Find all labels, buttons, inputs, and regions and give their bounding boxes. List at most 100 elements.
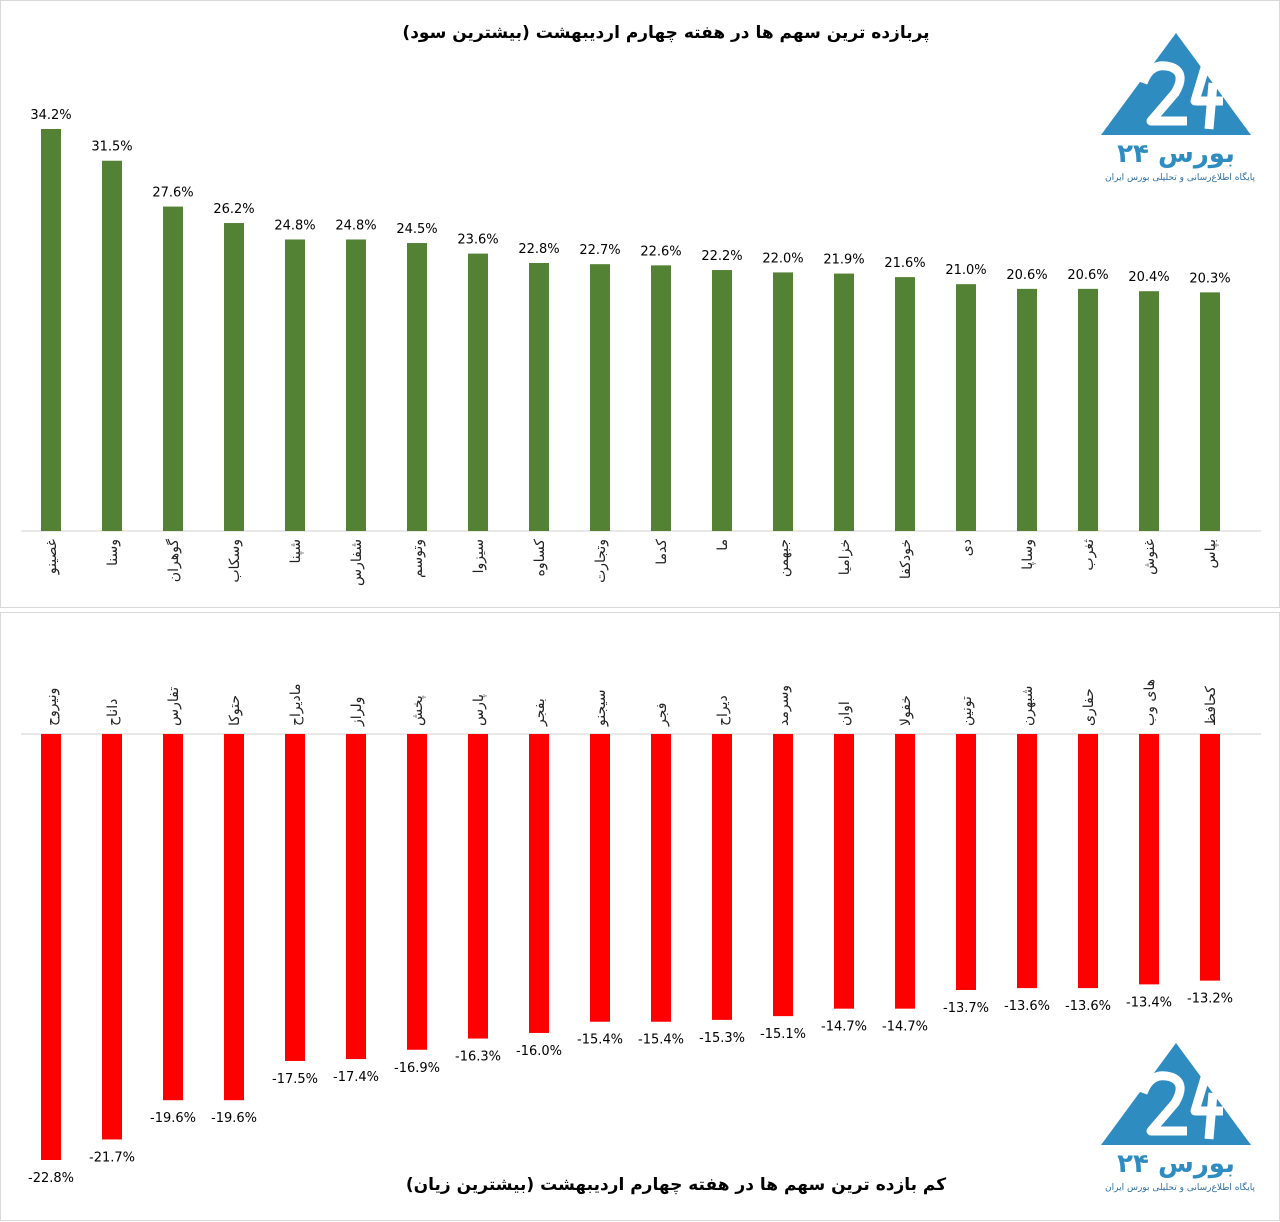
losers-chart-panel: -22.8% ونیروح -21.7% داناح -19.6% تفارس -19.6%… — [0, 612, 1280, 1221]
data-label: -15.4% — [638, 1033, 684, 1048]
data-label: 22.0% — [762, 251, 803, 266]
category-label: تونین — [959, 696, 975, 726]
category-label: سیزوا — [471, 539, 487, 573]
category-label: وتوسم — [410, 539, 426, 578]
bar — [41, 129, 61, 531]
data-label: 31.5% — [91, 140, 132, 155]
brand-tagline: پایگاه اطلاع‌رسانی و تحلیلی بورس ایران — [1105, 1183, 1255, 1193]
category-label: پارس — [471, 694, 487, 726]
category-label: ما — [715, 539, 731, 551]
category-label: وسرمد — [776, 685, 792, 726]
data-label: 21.9% — [823, 253, 864, 268]
bar — [895, 277, 915, 531]
category-label: داناح — [105, 699, 121, 726]
bar — [590, 734, 610, 1022]
category-label: ثغرب — [1081, 539, 1097, 571]
category-label: غنوش — [1142, 539, 1158, 575]
data-label: 24.5% — [396, 222, 437, 237]
bar — [712, 734, 732, 1020]
bar — [1139, 734, 1159, 985]
bar — [1078, 288, 1098, 531]
data-label: -22.8% — [28, 1171, 74, 1186]
category-label: شپنا — [288, 539, 304, 563]
category-label: حتوکا — [227, 695, 243, 726]
data-label: 34.2% — [30, 108, 71, 123]
bar — [834, 734, 854, 1009]
data-label: 22.8% — [518, 242, 559, 257]
brand-name: بورس ۲۴ — [1117, 139, 1235, 169]
bar — [407, 734, 427, 1050]
data-label: 22.6% — [640, 244, 681, 259]
category-label: وساپا — [1020, 539, 1036, 570]
bar — [651, 265, 671, 531]
category-label: وسنا — [105, 539, 121, 566]
logo-triangle-icon — [1101, 33, 1251, 135]
bar — [651, 734, 671, 1022]
data-label: 20.3% — [1189, 271, 1230, 286]
data-label: -19.6% — [211, 1111, 257, 1126]
bar — [1200, 292, 1220, 531]
data-label: 21.0% — [945, 263, 986, 278]
data-label: -15.4% — [577, 1033, 623, 1048]
category-label: کساوه — [532, 539, 548, 577]
bar — [590, 264, 610, 531]
category-label: ونیروح — [44, 688, 60, 726]
data-label: -14.7% — [882, 1020, 928, 1035]
category-label: خودکفا — [898, 539, 914, 579]
data-label: 21.6% — [884, 256, 925, 271]
bar — [285, 734, 305, 1061]
bar — [529, 263, 549, 531]
data-label: -16.0% — [516, 1044, 562, 1059]
bar — [468, 734, 488, 1039]
bar — [712, 270, 732, 531]
brand-tagline: پایگاه اطلاع‌رسانی و تحلیلی بورس ایران — [1105, 173, 1255, 183]
data-label: -13.2% — [1187, 992, 1233, 1007]
data-label: -16.9% — [394, 1061, 440, 1076]
gainers-chart: 34.2% غصینو 31.5% وسنا 27.6% گوهران 26.2% وسکاب… — [21, 108, 1261, 586]
bar — [102, 734, 122, 1140]
bar — [773, 272, 793, 531]
category-label: ولراز — [349, 697, 365, 727]
category-label: کدما — [654, 539, 670, 565]
data-label: -13.7% — [943, 1001, 989, 1016]
bar — [1200, 734, 1220, 981]
gainers-chart-title: پربازده ترین سهم ها در هفته چهارم اردیبه… — [402, 23, 930, 43]
category-label: اوان — [837, 701, 853, 726]
data-label: -13.6% — [1065, 999, 1111, 1014]
data-label: 20.4% — [1128, 270, 1169, 285]
category-label: دیراح — [715, 695, 731, 726]
bar — [956, 734, 976, 990]
bar — [224, 223, 244, 531]
category-label: شبهرن — [1020, 686, 1036, 726]
bar — [285, 239, 305, 532]
data-label: -13.6% — [1004, 999, 1050, 1014]
category-label: های وب — [1142, 679, 1158, 726]
data-label: -17.5% — [272, 1072, 318, 1087]
data-label: 23.6% — [457, 233, 498, 248]
category-label: خفولا — [898, 695, 914, 726]
data-label: -16.3% — [455, 1050, 501, 1065]
data-label: -14.7% — [821, 1020, 867, 1035]
bar — [956, 284, 976, 531]
bar — [468, 253, 488, 531]
bar — [407, 243, 427, 531]
bar — [41, 734, 61, 1160]
data-label: -15.1% — [760, 1027, 806, 1042]
bar — [895, 734, 915, 1009]
category-label: کحافظ — [1203, 686, 1219, 726]
data-label: 22.7% — [579, 243, 620, 258]
losers-chart: -22.8% ونیروح -21.7% داناح -19.6% تفارس -19.6%… — [21, 679, 1261, 1186]
data-label: 24.8% — [274, 218, 315, 233]
bar — [1139, 291, 1159, 531]
data-label: -19.6% — [150, 1111, 196, 1126]
data-label: -13.4% — [1126, 995, 1172, 1010]
losers-chart-title: کم بازده ترین سهم ها در هفته چهارم اردیب… — [405, 1175, 947, 1195]
data-label: 27.6% — [152, 186, 193, 201]
bar — [1017, 288, 1037, 531]
bar — [224, 734, 244, 1101]
brand-logo: بورس ۲۴ پایگاه اطلاع‌رسانی و تحلیلی بورس… — [1091, 31, 1261, 191]
bar — [346, 239, 366, 532]
category-label: وتجارت — [593, 539, 609, 583]
data-label: -21.7% — [89, 1150, 135, 1165]
bar — [163, 206, 183, 531]
